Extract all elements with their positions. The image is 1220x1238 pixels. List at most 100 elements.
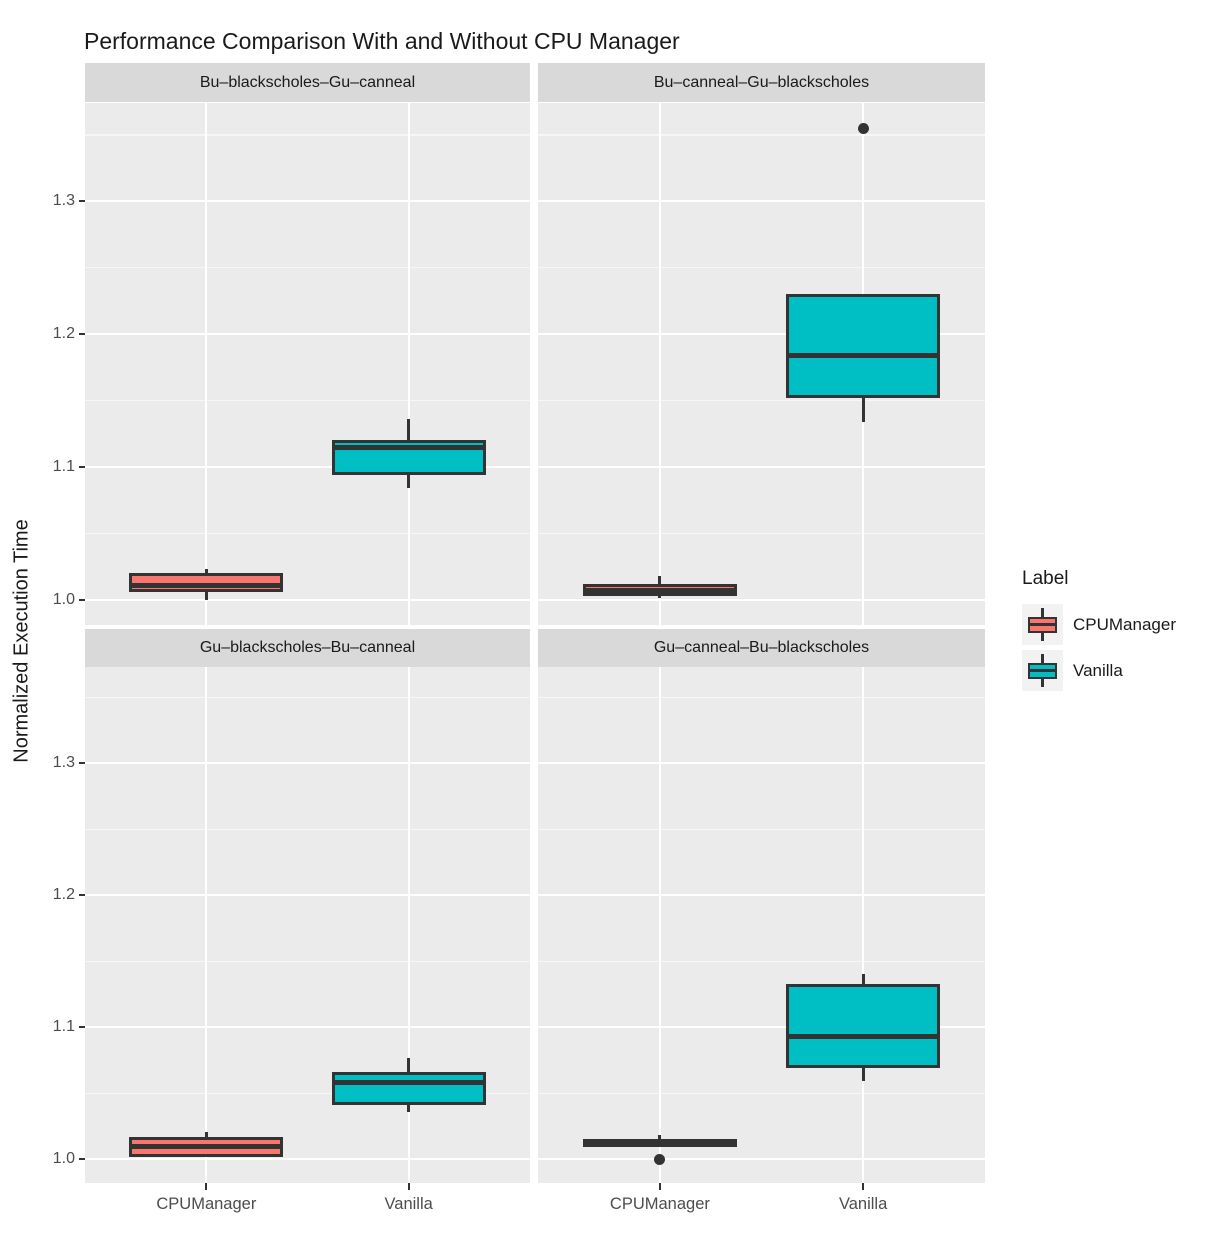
facet-strip: Gu–canneal–Bu–blackscholes: [538, 629, 985, 667]
facet-strip: Bu–blackscholes–Gu–canneal: [85, 63, 530, 102]
gridline-minor: [538, 828, 985, 831]
boxplot-box: [786, 294, 941, 398]
gridline-minor: [538, 532, 985, 535]
y-tick-label: 1.1: [52, 1018, 75, 1036]
y-tick-mark: [79, 333, 85, 336]
gridline-major: [538, 762, 985, 765]
gridline-major: [538, 598, 985, 601]
gridline-major: [538, 894, 985, 897]
gridline-major: [85, 1158, 530, 1161]
boxplot-box: [331, 1072, 486, 1106]
x-tick-label: Vanilla: [838, 1195, 888, 1213]
legend-key-median-icon: [1030, 623, 1055, 626]
boxplot-median-line: [585, 587, 734, 593]
boxplot-median-line: [585, 1140, 734, 1146]
gridline-vertical: [205, 667, 208, 1183]
x-tick-mark: [407, 1183, 410, 1190]
boxplot-box: [786, 983, 941, 1069]
gridline-minor: [538, 1092, 985, 1094]
y-tick-label: 1.2: [52, 886, 75, 904]
legend-entry: Vanilla: [1022, 650, 1176, 691]
y-tick-mark: [79, 200, 85, 203]
boxplot-median-line: [789, 1034, 938, 1039]
gridline-major: [538, 200, 985, 203]
gridline-vertical: [407, 667, 410, 1183]
boxplot-median-line: [132, 1143, 281, 1149]
legend-key-boxplot-icon: [1022, 650, 1063, 691]
legend-key-median-icon: [1030, 669, 1055, 672]
x-tick-mark: [658, 1183, 661, 1190]
gridline-major: [85, 1026, 530, 1029]
gridline-minor: [85, 1092, 530, 1094]
facet-strip-label: Gu–canneal–Bu–blackscholes: [653, 639, 870, 656]
gridline-vertical: [205, 103, 208, 625]
boxplot-median-line: [789, 352, 938, 358]
facet-strip-label: Bu–blackscholes–Gu–canneal: [199, 73, 416, 91]
gridline-minor: [538, 960, 985, 963]
boxplot-median-line: [334, 1080, 483, 1086]
gridline-major: [85, 894, 530, 897]
facet-strip-label: Gu–blackscholes–Bu–canneal: [199, 639, 416, 656]
y-tick-mark: [79, 465, 85, 468]
y-tick-label: 1.0: [52, 590, 75, 608]
x-tick-label: CPUManager: [609, 1195, 710, 1213]
legend-entry-label: Vanilla: [1073, 660, 1123, 680]
gridline-major: [85, 465, 530, 468]
boxplot-median-line: [334, 444, 483, 450]
y-tick-mark: [79, 894, 85, 897]
gridline-major: [85, 762, 530, 765]
y-tick-label: 1.3: [52, 192, 75, 210]
y-tick-mark: [79, 1026, 85, 1029]
x-tick-mark: [205, 1183, 208, 1190]
gridline-minor: [538, 134, 985, 136]
gridline-minor: [85, 828, 530, 831]
gridline-minor: [85, 960, 530, 963]
y-tick-label: 1.0: [52, 1150, 75, 1168]
gridline-minor: [85, 134, 530, 136]
gridline-major: [538, 333, 985, 336]
facet-panel: [85, 667, 530, 1183]
gridline-major: [85, 333, 530, 336]
legend-entry: CPUManager: [1022, 604, 1176, 645]
facet-strip: Gu–blackscholes–Bu–canneal: [85, 629, 530, 667]
gridline-minor: [538, 266, 985, 269]
facet-strip-label: Bu–canneal–Gu–blackscholes: [653, 73, 870, 91]
gridline-major: [538, 1158, 985, 1161]
gridline-major: [85, 200, 530, 203]
legend: Label CPUManager Vanilla: [1022, 568, 1176, 696]
y-tick-mark: [79, 762, 85, 765]
y-tick-label: 1.1: [52, 457, 75, 475]
facet-panel: [538, 103, 985, 625]
gridline-major: [538, 1026, 985, 1029]
y-tick-mark: [79, 1158, 85, 1161]
x-tick-label: Vanilla: [384, 1195, 433, 1213]
legend-key-boxplot-icon: [1022, 604, 1063, 645]
plot-title: Performance Comparison With and Without …: [84, 28, 680, 54]
facet-panel: [85, 103, 530, 625]
gridline-minor: [85, 532, 530, 535]
gridline-minor: [85, 399, 530, 402]
gridline-vertical: [407, 103, 410, 625]
gridline-minor: [85, 696, 530, 699]
boxplot-median-line: [132, 582, 281, 588]
x-tick-mark: [862, 1183, 865, 1190]
legend-entry-label: CPUManager: [1073, 614, 1176, 634]
gridline-vertical: [658, 103, 661, 625]
gridline-minor: [85, 266, 530, 269]
gridline-vertical: [862, 667, 865, 1183]
gridline-major: [538, 465, 985, 468]
y-axis-title: Normalized Execution Time: [10, 519, 33, 763]
y-tick-label: 1.2: [52, 325, 75, 343]
y-tick-mark: [79, 598, 85, 601]
gridline-minor: [538, 399, 985, 402]
x-tick-label: CPUManager: [156, 1195, 257, 1213]
facet-strip: Bu–canneal–Gu–blackscholes: [538, 63, 985, 102]
facet-panel: [538, 667, 985, 1183]
legend-title: Label: [1022, 568, 1069, 589]
legend-entries: CPUManager Vanilla: [1022, 604, 1176, 691]
gridline-vertical: [658, 667, 661, 1183]
gridline-major: [85, 598, 530, 601]
outlier-point: [857, 122, 869, 134]
gridline-minor: [538, 696, 985, 699]
